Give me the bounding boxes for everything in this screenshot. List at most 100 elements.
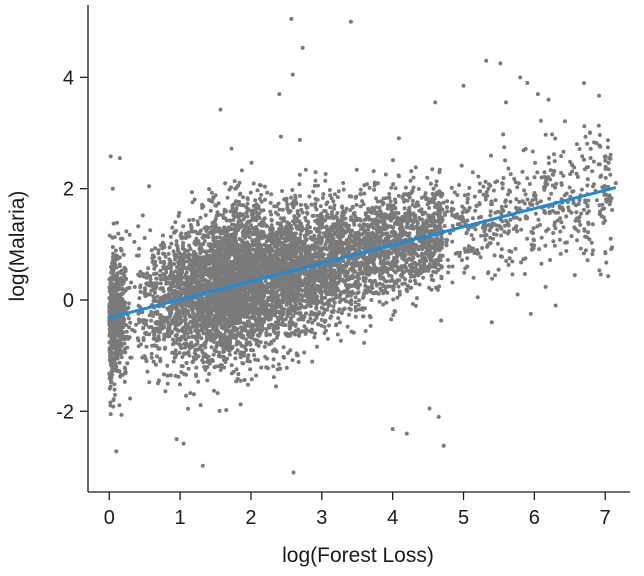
data-point bbox=[459, 163, 464, 168]
data-point bbox=[403, 185, 408, 190]
data-point bbox=[264, 365, 269, 370]
data-point bbox=[503, 223, 507, 228]
data-point bbox=[242, 378, 247, 382]
data-point bbox=[189, 330, 193, 335]
data-point bbox=[178, 382, 182, 387]
data-point bbox=[575, 174, 580, 179]
data-point bbox=[233, 199, 238, 204]
data-point bbox=[217, 354, 222, 359]
data-point bbox=[186, 335, 191, 340]
data-point bbox=[387, 195, 392, 200]
data-point bbox=[419, 195, 424, 200]
data-point bbox=[309, 202, 314, 207]
data-point bbox=[194, 365, 199, 370]
data-point bbox=[587, 209, 591, 214]
data-point bbox=[304, 299, 309, 304]
data-point bbox=[437, 167, 442, 172]
data-point bbox=[356, 290, 361, 295]
data-point bbox=[244, 348, 249, 352]
data-point bbox=[533, 197, 538, 202]
data-point bbox=[446, 264, 451, 269]
data-point bbox=[289, 226, 294, 231]
data-point bbox=[173, 333, 178, 338]
data-point bbox=[557, 237, 562, 242]
data-point bbox=[171, 359, 176, 364]
data-point bbox=[569, 234, 574, 239]
data-point bbox=[338, 338, 343, 343]
data-point bbox=[340, 251, 345, 256]
data-point bbox=[213, 203, 218, 208]
data-point bbox=[363, 279, 368, 284]
data-point bbox=[161, 372, 166, 377]
data-point bbox=[211, 237, 216, 241]
data-point bbox=[119, 372, 123, 377]
data-point bbox=[191, 217, 196, 222]
data-point bbox=[207, 371, 212, 376]
data-point bbox=[608, 236, 613, 241]
data-point bbox=[107, 233, 112, 238]
data-point bbox=[377, 205, 382, 210]
data-point bbox=[574, 171, 579, 176]
data-point bbox=[308, 316, 313, 321]
data-point bbox=[570, 169, 575, 174]
data-point bbox=[507, 256, 512, 261]
data-point bbox=[543, 284, 548, 289]
data-point bbox=[132, 239, 137, 244]
data-point bbox=[231, 217, 236, 222]
data-point bbox=[597, 133, 602, 137]
data-point bbox=[181, 224, 186, 229]
data-point bbox=[151, 294, 156, 299]
data-point bbox=[153, 246, 158, 251]
data-point bbox=[176, 214, 181, 218]
data-point bbox=[552, 159, 557, 164]
data-point bbox=[457, 254, 462, 258]
data-point bbox=[168, 373, 173, 378]
data-point bbox=[433, 265, 438, 270]
data-point bbox=[345, 324, 350, 329]
data-point bbox=[320, 195, 325, 200]
data-point bbox=[110, 261, 114, 266]
data-point bbox=[153, 259, 158, 264]
data-point bbox=[465, 196, 470, 201]
data-point bbox=[128, 355, 133, 360]
data-point bbox=[513, 225, 518, 230]
data-point bbox=[271, 375, 276, 380]
data-point bbox=[302, 324, 307, 329]
data-point bbox=[602, 206, 607, 211]
data-point bbox=[535, 224, 540, 229]
data-point bbox=[214, 235, 219, 240]
data-point bbox=[195, 219, 200, 224]
data-point bbox=[313, 331, 317, 336]
data-point bbox=[476, 251, 481, 256]
data-point bbox=[308, 235, 313, 240]
data-point bbox=[363, 283, 368, 288]
data-point bbox=[229, 363, 234, 368]
data-point bbox=[533, 160, 538, 165]
data-point bbox=[162, 346, 167, 351]
data-point bbox=[290, 188, 295, 192]
data-point bbox=[450, 200, 455, 205]
data-point bbox=[322, 310, 326, 315]
data-point bbox=[493, 198, 498, 203]
data-point bbox=[296, 360, 301, 364]
data-point bbox=[161, 251, 166, 256]
data-point bbox=[189, 190, 194, 195]
data-point bbox=[188, 223, 193, 228]
data-point bbox=[520, 169, 525, 174]
data-point bbox=[388, 199, 393, 204]
data-point bbox=[445, 209, 450, 214]
data-point bbox=[315, 344, 319, 349]
data-point bbox=[268, 200, 273, 205]
data-point bbox=[238, 191, 243, 196]
data-point bbox=[396, 284, 401, 289]
data-point bbox=[238, 213, 243, 218]
data-point bbox=[585, 141, 590, 146]
data-point bbox=[336, 189, 341, 194]
data-point bbox=[413, 281, 418, 286]
data-point bbox=[321, 192, 326, 197]
data-point bbox=[142, 354, 147, 359]
data-point bbox=[385, 261, 390, 266]
data-point bbox=[168, 234, 173, 239]
data-point bbox=[577, 147, 582, 151]
data-point bbox=[495, 241, 500, 246]
